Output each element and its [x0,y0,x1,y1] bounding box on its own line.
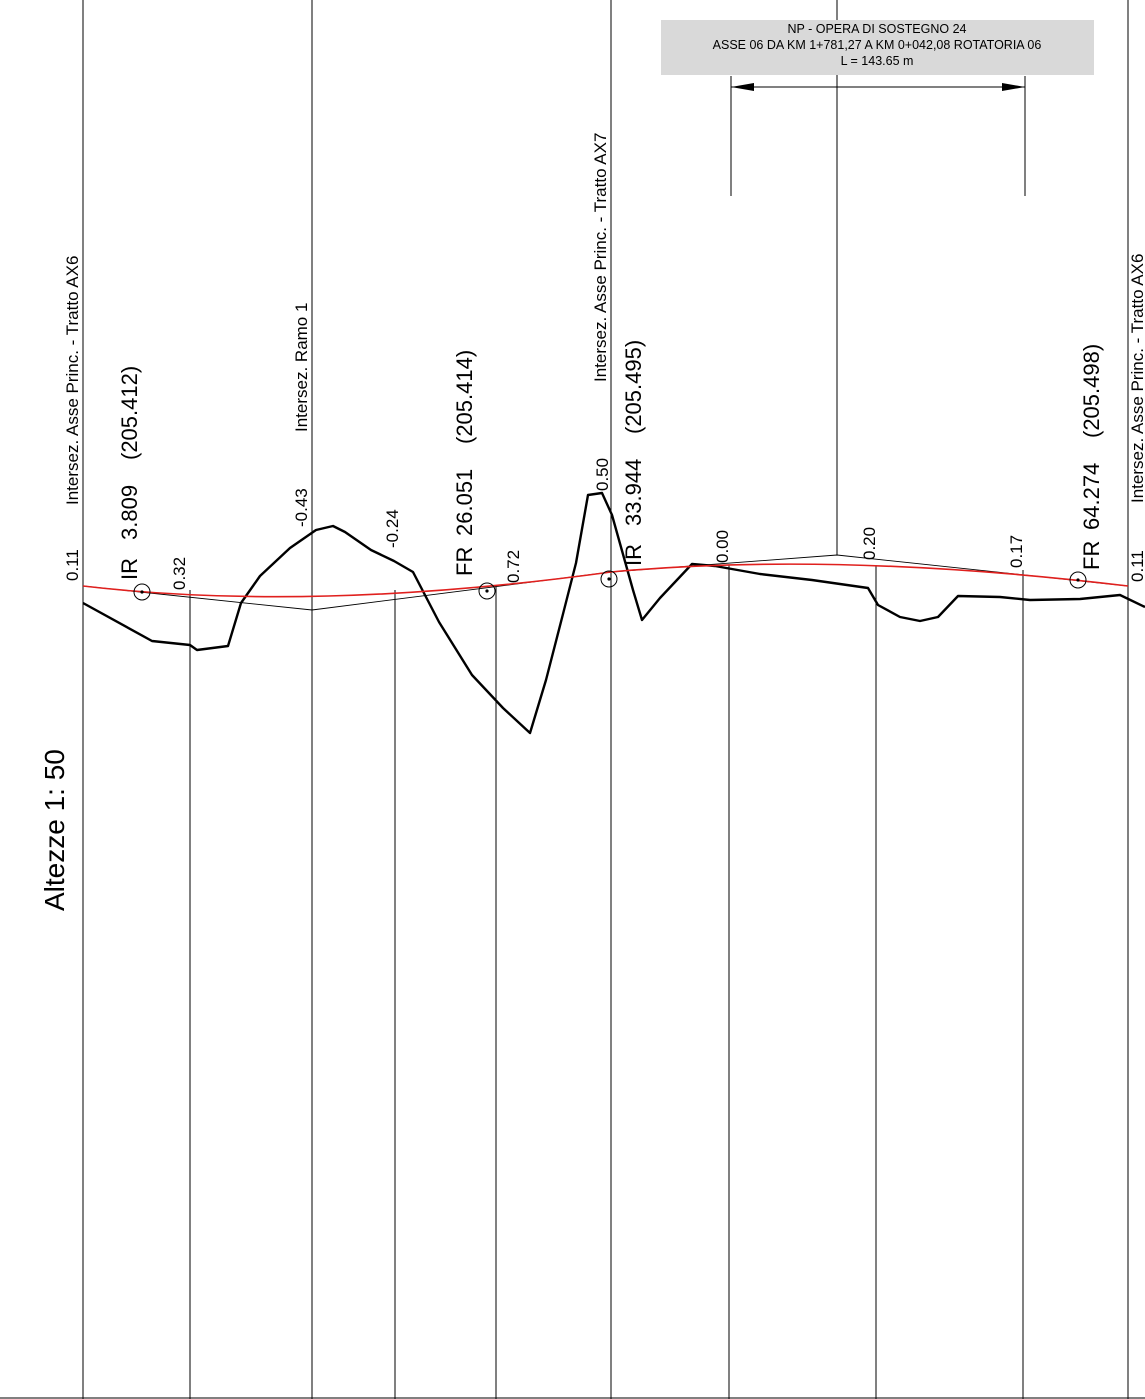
full-height-verticals [82,0,1129,1399]
difference-label: -0.24 [383,509,402,548]
dimension-arrow-right [1002,83,1025,91]
curve-value: 33.944 [621,459,646,526]
intersection-labels: Intersez. Asse Princ. - Tratto AX6 Inter… [63,133,1145,505]
difference-label: 0.32 [170,557,189,590]
marker-circle [133,583,151,601]
banner-background [661,20,1094,75]
curve-elevation: (205.414) [452,350,477,444]
marker-dot [607,577,611,581]
curve-label-ir-1: IR 3.809 (205.412) [117,366,142,580]
intersection-label: Intersez. Asse Princ. - Tratto AX7 [591,133,610,382]
difference-label: 0.50 [593,458,612,491]
retaining-wall-banner: NP - OPERA DI SOSTEGNO 24 ASSE 06 DA KM … [661,20,1094,75]
curve-elevation: (205.412) [117,366,142,460]
curve-type: FR [1079,541,1104,570]
curve-elevation: (205.498) [1079,344,1104,438]
difference-label: 0.20 [860,527,879,560]
curve-marker-fr-1 [478,582,496,600]
marker-circle [478,582,496,600]
station-verticals [189,0,1024,1399]
banner-length: L = 143.65 m [841,54,914,68]
difference-labels: 0.11 0.32 -0.43 -0.24 0.72 0.50 0.00 0.2… [63,458,1145,590]
curve-label-fr-1: FR 26.051 (205.414) [452,350,477,576]
intersection-label: Intersez. Asse Princ. - Tratto AX6 [1128,254,1145,503]
curve-label-ir-2: IR 33.944 (205.495) [621,340,646,566]
marker-dot [485,589,489,593]
difference-label: 0.72 [504,550,523,583]
vertical-tangent-polygon [82,554,1129,611]
curve-elevation: (205.495) [621,340,646,434]
curve-value: 26.051 [452,469,477,536]
banner-axis-range: ASSE 06 DA KM 1+781,27 A KM 0+042,08 ROT… [713,38,1042,52]
curve-type: FR [452,547,477,576]
curve-value: 64.274 [1079,463,1104,530]
height-scale-label: Altezze 1: 50 [39,749,70,911]
curve-value: 3.809 [117,485,142,540]
curve-marker-fr-2 [1069,571,1087,589]
curve-markers [133,570,1087,601]
wall-dimension [730,76,1026,196]
banner-title: NP - OPERA DI SOSTEGNO 24 [788,22,967,36]
difference-label: -0.43 [292,488,311,527]
marker-dot [140,590,144,594]
marker-circle [600,570,618,588]
curve-labels: IR 3.809 (205.412) FR 26.051 (205.414) I… [117,340,1104,580]
curve-type: IR [117,558,142,580]
design-grade-line [82,563,1129,598]
dimension-arrow-left [731,83,754,91]
marker-dot [1076,578,1080,582]
difference-label: 0.00 [713,530,732,563]
intersection-label: Intersez. Asse Princ. - Tratto AX6 [63,256,82,505]
curve-marker-ir-2 [600,570,618,588]
curve-type: IR [621,544,646,566]
difference-label: 0.11 [63,549,82,581]
intersection-label: Intersez. Ramo 1 [292,303,311,432]
curve-marker-ir-1 [133,583,151,601]
marker-circle [1069,571,1087,589]
curve-label-fr-2: FR 64.274 (205.498) [1079,344,1104,570]
difference-label: 0.11 [1128,550,1145,582]
difference-label: 0.17 [1007,535,1026,568]
existing-terrain-line [82,491,1145,735]
